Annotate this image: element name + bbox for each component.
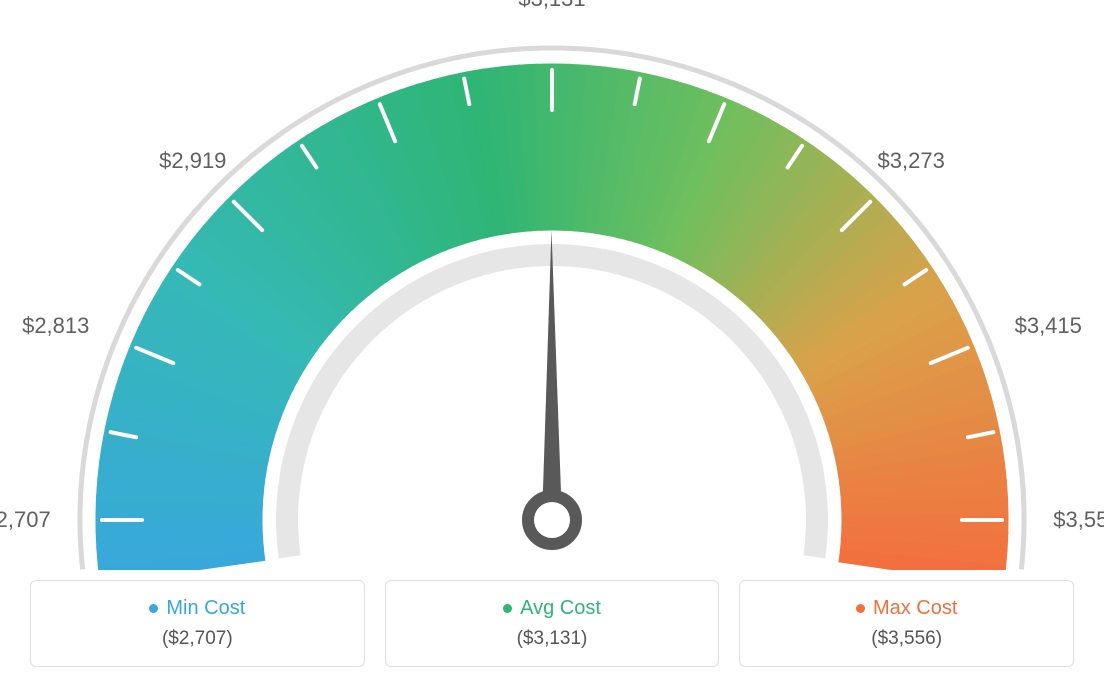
legend-card-avg: Avg Cost ($3,131) [385, 580, 720, 667]
tick-label: $3,273 [878, 148, 945, 174]
tick-label: $2,919 [159, 148, 226, 174]
dot-icon [503, 604, 512, 613]
tick-label: $3,131 [518, 0, 585, 12]
gauge-area: $2,707 $2,813 $2,919 $3,131 $3,273 $3,415 $3,5… [0, 0, 1104, 570]
legend-value-min: ($2,707) [41, 628, 354, 650]
legend-row: Min Cost ($2,707) Avg Cost ($3,131) Max … [0, 580, 1104, 667]
legend-title-text: Avg Cost [520, 597, 601, 619]
tick-label: $2,813 [22, 313, 89, 339]
legend-card-max: Max Cost ($3,556) [739, 580, 1074, 667]
dot-icon [149, 604, 158, 613]
dot-icon [856, 604, 865, 613]
tick-label: $2,707 [0, 507, 51, 533]
legend-title-text: Min Cost [166, 597, 245, 619]
legend-title-min: Min Cost [41, 597, 354, 620]
legend-value-max: ($3,556) [750, 628, 1063, 650]
legend-title-text: Max Cost [873, 597, 957, 619]
legend-card-min: Min Cost ($2,707) [30, 580, 365, 667]
legend-value-avg: ($3,131) [396, 628, 709, 650]
legend-title-max: Max Cost [750, 597, 1063, 620]
cost-gauge-container: $2,707 $2,813 $2,919 $3,131 $3,273 $3,415 $3,5… [0, 0, 1104, 690]
tick-label: $3,556 [1053, 507, 1104, 533]
needle-hub [528, 496, 576, 544]
needle [542, 230, 562, 520]
legend-title-avg: Avg Cost [396, 597, 709, 620]
gauge-chart [0, 0, 1104, 570]
tick-label: $3,415 [1015, 313, 1082, 339]
